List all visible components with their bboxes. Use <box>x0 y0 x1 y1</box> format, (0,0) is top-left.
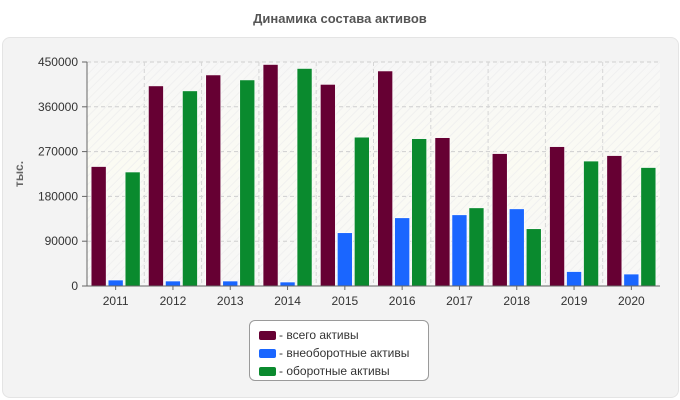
bar-noncurrent-assets <box>279 281 296 287</box>
x-tick-label: 2012 <box>160 294 187 308</box>
legend-item: - всего активы <box>259 326 428 344</box>
legend-item: - внеоборотные активы <box>259 344 428 362</box>
x-tick-label: 2017 <box>446 294 473 308</box>
x-tick-label: 2015 <box>331 294 358 308</box>
legend-label: всего активы <box>286 328 359 342</box>
bar-total-assets <box>549 146 565 287</box>
bar-total-assets <box>434 137 451 287</box>
x-tick-label: 2014 <box>274 294 301 308</box>
legend-swatch-current-assets <box>259 366 276 376</box>
y-tick-label: 270000 <box>38 145 78 159</box>
bar-noncurrent-assets <box>222 280 239 287</box>
bar-current-assets <box>296 68 313 287</box>
legend-label: внеоборотные активы <box>286 346 410 360</box>
bar-total-assets <box>320 84 336 287</box>
x-tick-label: 2011 <box>103 294 129 308</box>
bar-total-assets <box>262 64 279 287</box>
bar-noncurrent-assets <box>451 214 468 287</box>
bar-noncurrent-assets <box>394 217 410 287</box>
bar-current-assets <box>239 79 256 287</box>
bar-current-assets <box>124 171 141 287</box>
y-tick-label: 450000 <box>38 55 78 69</box>
bar-noncurrent-assets <box>566 271 582 287</box>
x-tick-label: 2020 <box>618 294 645 308</box>
bar-total-assets <box>90 166 107 287</box>
bar-noncurrent-assets <box>107 279 124 287</box>
legend-item: - оборотные активы <box>259 362 428 380</box>
legend-label: оборотные активы <box>286 364 390 378</box>
y-tick-label: 360000 <box>38 100 78 114</box>
bar-total-assets <box>377 70 393 287</box>
bar-total-assets <box>606 155 623 287</box>
bar-noncurrent-assets <box>337 232 353 287</box>
bar-current-assets <box>411 138 427 287</box>
y-tick-label: 180000 <box>38 189 78 203</box>
bar-total-assets <box>491 153 508 287</box>
bar-current-assets <box>182 90 198 287</box>
bar-total-assets <box>148 85 164 287</box>
y-tick-label: 0 <box>71 279 78 293</box>
legend-swatch-total-assets <box>259 330 276 340</box>
y-tick-label: 90000 <box>45 234 79 248</box>
x-tick-label: 2013 <box>217 294 244 308</box>
y-axis-label: тыс. <box>12 161 26 187</box>
x-tick-label: 2018 <box>503 294 530 308</box>
x-tick-label: 2016 <box>389 294 416 308</box>
x-tick-label: 2019 <box>561 294 588 308</box>
legend: - всего активы - внеоборотные активы - о… <box>249 320 429 381</box>
legend-swatch-noncurrent-assets <box>259 348 276 358</box>
bar-current-assets <box>640 167 657 287</box>
bar-noncurrent-assets <box>623 273 640 287</box>
bar-current-assets <box>468 207 485 287</box>
bar-noncurrent-assets <box>165 280 181 287</box>
bar-noncurrent-assets <box>508 208 525 287</box>
chart-title: Динамика состава активов <box>253 11 427 26</box>
bar-total-assets <box>205 74 222 287</box>
bar-current-assets <box>583 160 599 287</box>
bar-current-assets <box>354 136 370 287</box>
bar-current-assets <box>525 228 542 287</box>
